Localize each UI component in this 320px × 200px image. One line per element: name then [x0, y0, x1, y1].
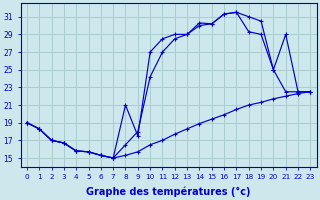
X-axis label: Graphe des températures (°c): Graphe des températures (°c): [86, 186, 251, 197]
